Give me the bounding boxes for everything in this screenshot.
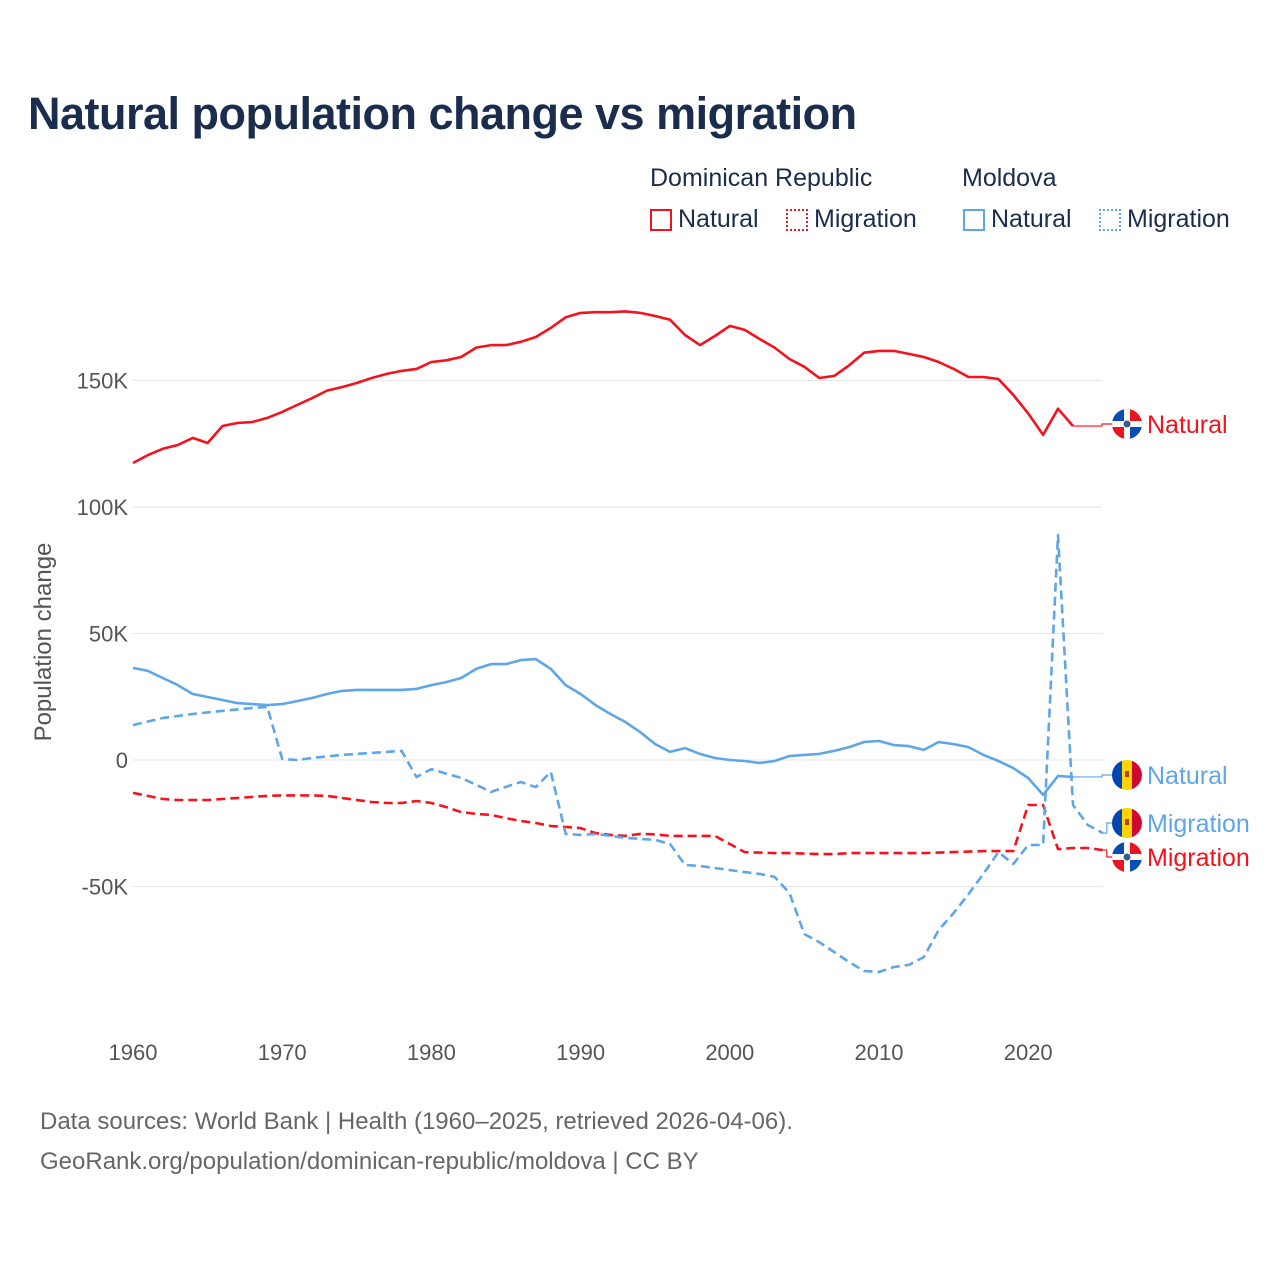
legend-label: Natural <box>678 205 759 233</box>
dominican-republic-flag-icon <box>1112 409 1142 439</box>
legend-heading-dominican-republic: Dominican Republic <box>650 164 873 192</box>
source-link[interactable]: GeoRank.org/population/dominican-republi… <box>40 1148 699 1175</box>
x-tick-label: 2000 <box>705 1040 754 1065</box>
x-tick-label: 2010 <box>855 1040 904 1065</box>
series-end-label: Migration <box>1147 844 1250 872</box>
series-end-label: Natural <box>1147 762 1228 790</box>
y-axis-label: Population change <box>30 543 57 742</box>
y-tick-label: -50K <box>82 875 129 900</box>
legend-item-md-migration[interactable]: Migration <box>1099 205 1230 234</box>
legend-heading-moldova: Moldova <box>962 164 1057 192</box>
legend-label: Natural <box>991 205 1072 233</box>
legend-swatch-dotted-red <box>786 208 808 231</box>
legend-item-md-natural[interactable]: Natural <box>963 205 1072 234</box>
legend-label: Migration <box>1127 205 1230 233</box>
series-line-moldova-natural <box>132 657 1074 797</box>
legend-swatch-dotted-blue <box>1099 208 1121 231</box>
y-tick-label: 100K <box>77 495 129 520</box>
x-tick-label: 1970 <box>258 1040 307 1065</box>
label-connector <box>1072 774 1113 778</box>
series-line-dominican-republic-natural <box>132 310 1074 465</box>
chart-title: Natural population change vs migration <box>28 88 857 139</box>
legend-label: Migration <box>814 205 917 233</box>
label-connector <box>1102 849 1113 858</box>
x-tick-label: 2020 <box>1004 1040 1053 1065</box>
x-tick-label: 1980 <box>407 1040 456 1065</box>
y-tick-label: 50K <box>89 622 128 647</box>
series-line-dominican-republic-migration <box>132 791 1103 856</box>
legend-item-dr-natural[interactable]: Natural <box>650 205 759 234</box>
series-line-moldova-migration <box>132 533 1104 974</box>
moldova-flag-icon <box>1112 808 1142 838</box>
legend-item-dr-migration[interactable]: Migration <box>786 205 917 234</box>
y-tick-label: 0 <box>116 748 128 773</box>
source-note: Data sources: World Bank | Health (1960–… <box>40 1108 793 1135</box>
series-end-label: Natural <box>1147 411 1228 439</box>
legend-swatch-solid-red <box>650 208 672 231</box>
label-connector <box>1102 822 1113 834</box>
x-tick-label: 1990 <box>556 1040 605 1065</box>
moldova-flag-icon <box>1112 760 1142 790</box>
label-connector <box>1072 423 1113 427</box>
x-tick-label: 1960 <box>109 1040 158 1065</box>
y-tick-label: 150K <box>77 369 129 394</box>
legend-swatch-solid-blue <box>963 208 985 231</box>
series-end-label: Migration <box>1147 810 1250 838</box>
dominican-republic-flag-icon <box>1112 842 1142 872</box>
